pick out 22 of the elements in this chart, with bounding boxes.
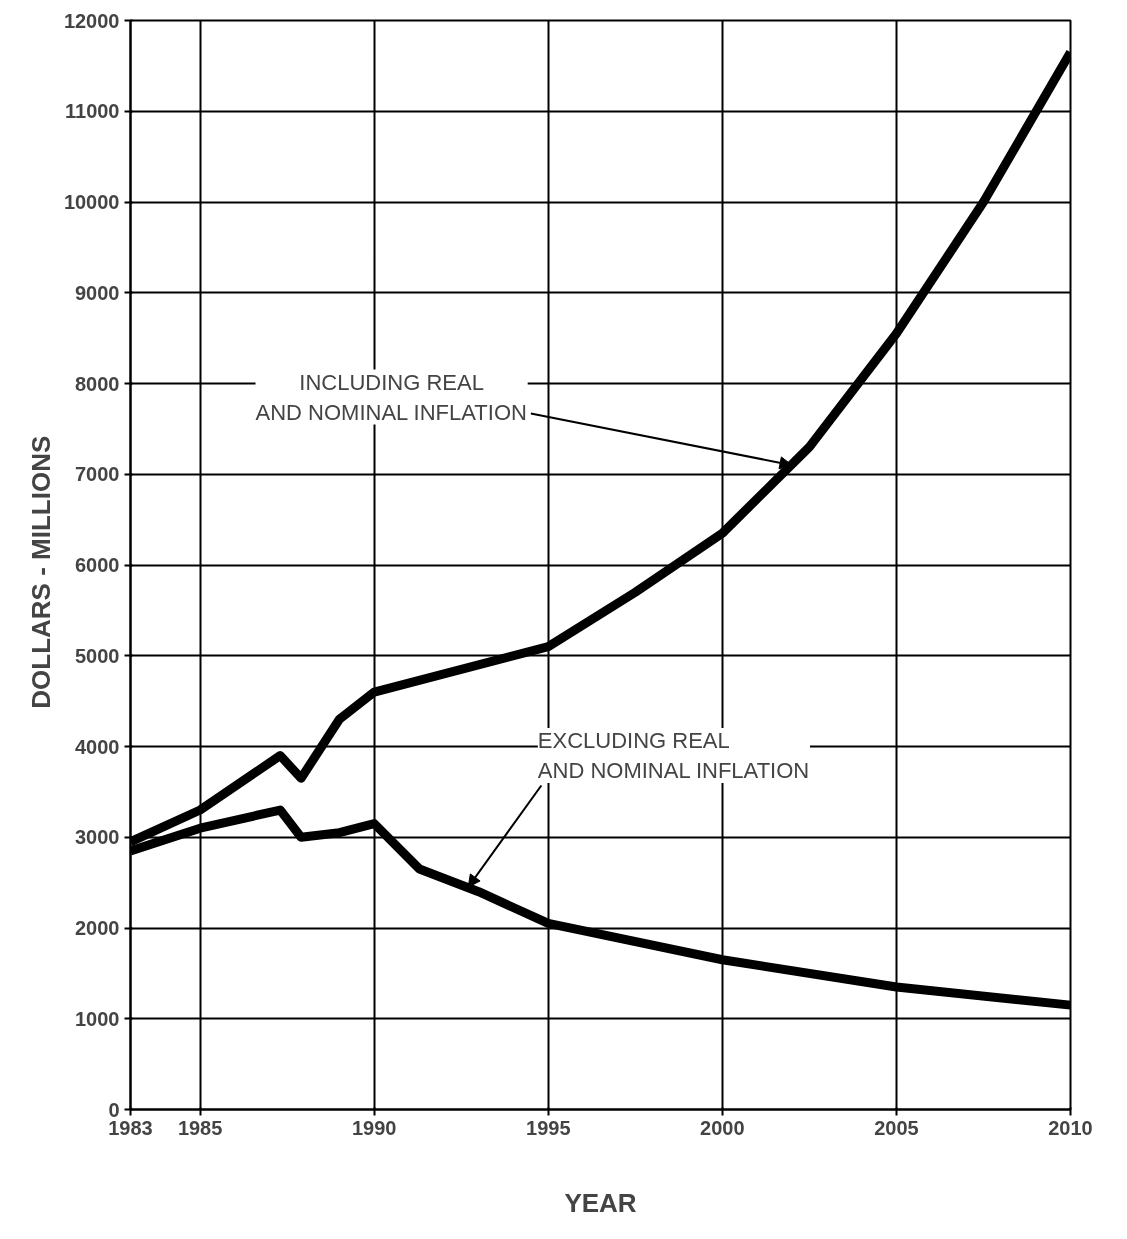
x-tick-label: 1995 xyxy=(526,1116,571,1139)
x-axis-title: YEAR xyxy=(564,1187,637,1218)
y-tick-label: 5000 xyxy=(75,644,120,667)
y-tick-label: 3000 xyxy=(75,826,120,849)
y-tick-label: 4000 xyxy=(75,735,120,758)
y-tick-label: 10000 xyxy=(63,191,120,213)
annotation: INCLUDING REAL AND NOMINAL INFLATION xyxy=(255,369,527,425)
y-tick-label: 12000 xyxy=(63,9,120,32)
x-tick-label: 2000 xyxy=(700,1116,745,1139)
annotation: EXCLUDING REAL AND NOMINAL INFLATION xyxy=(537,728,810,784)
y-tick-label: 9000 xyxy=(75,281,120,304)
y-axis-title: DOLLARS - MILLIONS xyxy=(25,435,56,709)
x-tick-label: 1990 xyxy=(351,1116,397,1139)
y-tick-label: 1000 xyxy=(75,1007,120,1030)
y-tick-label: 11000 xyxy=(64,100,120,123)
y-tick-label: 8000 xyxy=(75,372,120,395)
x-tick-label: 2010 xyxy=(1048,1116,1093,1139)
y-tick-label: 7000 xyxy=(75,463,120,486)
y-tick-label: 2000 xyxy=(75,917,120,939)
x-tick-label: 2005 xyxy=(874,1116,919,1139)
x-tick-label: 1985 xyxy=(177,1116,223,1139)
y-tick-label: 6000 xyxy=(75,554,120,576)
